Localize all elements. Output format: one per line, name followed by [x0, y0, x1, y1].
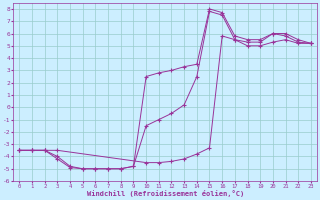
- X-axis label: Windchill (Refroidissement éolien,°C): Windchill (Refroidissement éolien,°C): [86, 190, 244, 197]
